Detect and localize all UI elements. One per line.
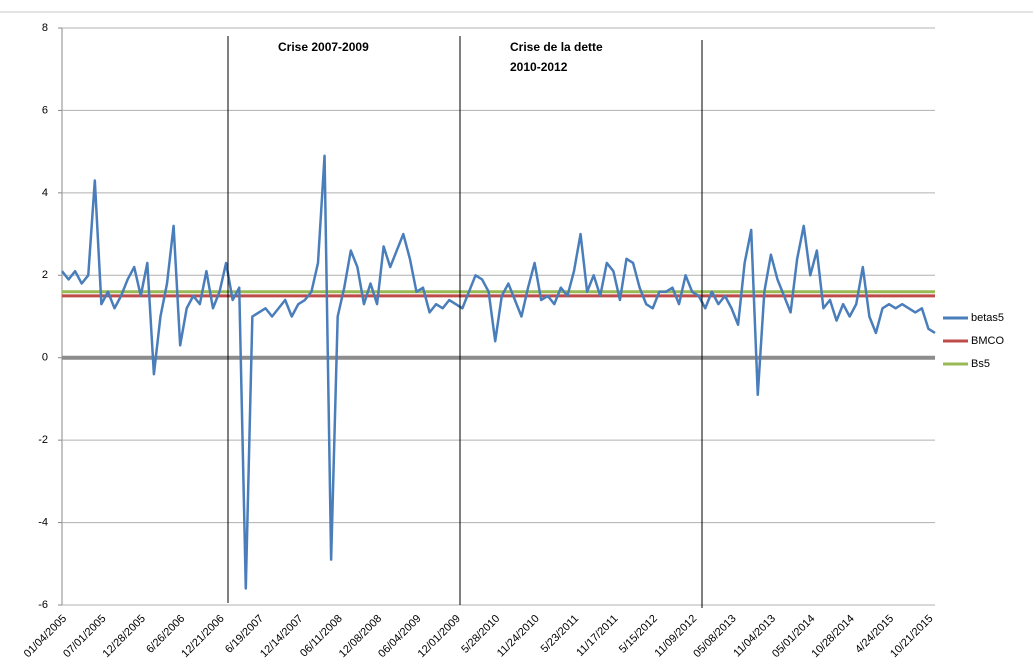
x-tick-label: 12/21/2006 bbox=[179, 613, 226, 660]
y-tick-label: 0 bbox=[42, 352, 48, 364]
x-tick-label: 12/01/2009 bbox=[416, 613, 463, 660]
y-tick-label: 2 bbox=[42, 269, 48, 281]
x-tick-label: 10/28/2014 bbox=[809, 613, 856, 660]
y-tick-label: 4 bbox=[42, 187, 48, 199]
legend-label: BMCO bbox=[971, 335, 1004, 347]
legend-label: Bs5 bbox=[971, 358, 990, 370]
annotation: Crise de la dette bbox=[510, 40, 603, 54]
y-tick-label: -4 bbox=[38, 516, 48, 528]
x-tick-label: 11/24/2010 bbox=[495, 613, 542, 660]
series-line bbox=[61, 154, 936, 590]
legend-label: betas5 bbox=[971, 312, 1004, 324]
x-tick-label: 12/28/2005 bbox=[101, 613, 148, 660]
x-tick-label: 12/14/2007 bbox=[258, 613, 305, 660]
x-tick-label: 10/21/2015 bbox=[888, 613, 935, 660]
y-tick-label: -6 bbox=[38, 599, 48, 611]
y-tick-label: -2 bbox=[38, 434, 48, 446]
plot-area: -6-4-20246801/04/200507/01/200512/28/200… bbox=[22, 22, 936, 660]
y-tick-label: 6 bbox=[42, 104, 48, 116]
x-tick-label: 11/17/2011 bbox=[574, 613, 620, 659]
y-tick-label: 8 bbox=[42, 22, 48, 34]
annotation: 2010-2012 bbox=[510, 60, 568, 74]
x-tick-label: 05/08/2013 bbox=[691, 613, 738, 660]
annotation: Crise 2007-2009 bbox=[278, 40, 369, 54]
